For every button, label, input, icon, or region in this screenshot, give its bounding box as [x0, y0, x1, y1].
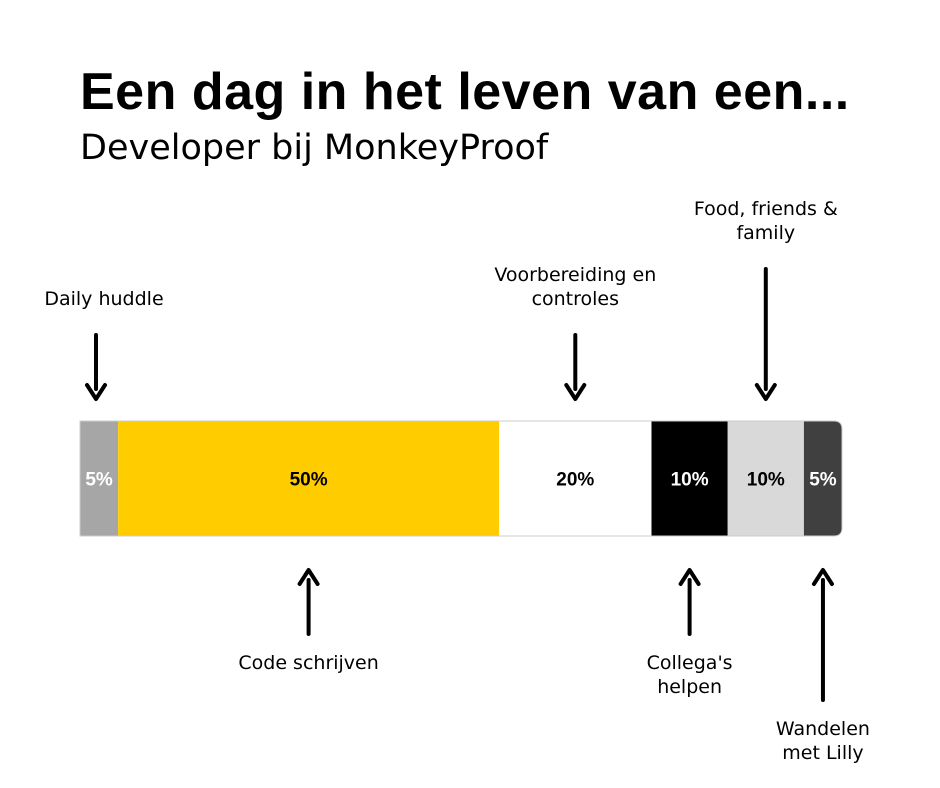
- bar-segment: [118, 421, 500, 536]
- annotation-label: Wandelen met Lilly: [776, 718, 870, 764]
- arrow-head: [754, 383, 777, 401]
- bar-segment: [803, 421, 842, 536]
- chart-title: Een dag in het leven van een...: [80, 63, 850, 121]
- data-label: 50%: [290, 470, 328, 491]
- annotation-label: Food, friends & family: [694, 198, 838, 244]
- arrow-head: [811, 568, 834, 586]
- annotation-label: Collega's helpen: [647, 652, 733, 698]
- arrow-head: [564, 383, 587, 401]
- annotation-label: Daily huddle: [44, 288, 163, 310]
- bar-segment: [727, 421, 804, 536]
- data-label: 5%: [85, 470, 113, 491]
- bar-segment: [80, 421, 119, 536]
- data-label: 10%: [671, 470, 709, 491]
- bar-segments: [80, 421, 842, 536]
- chart-subtitle: Developer bij MonkeyProof: [80, 128, 549, 168]
- data-label: 10%: [747, 470, 785, 491]
- arrow-head: [85, 383, 107, 401]
- data-label: 5%: [809, 470, 837, 491]
- arrow-head: [297, 568, 320, 586]
- bar-segment: [651, 421, 728, 536]
- arrow-head: [678, 568, 701, 586]
- data-label: 20%: [556, 470, 594, 491]
- annotation-label: Voorbereiding en controles: [494, 264, 656, 310]
- bar-segment: [499, 421, 652, 536]
- annotation-label: Code schrijven: [238, 652, 378, 674]
- bar-outline: [79, 420, 843, 537]
